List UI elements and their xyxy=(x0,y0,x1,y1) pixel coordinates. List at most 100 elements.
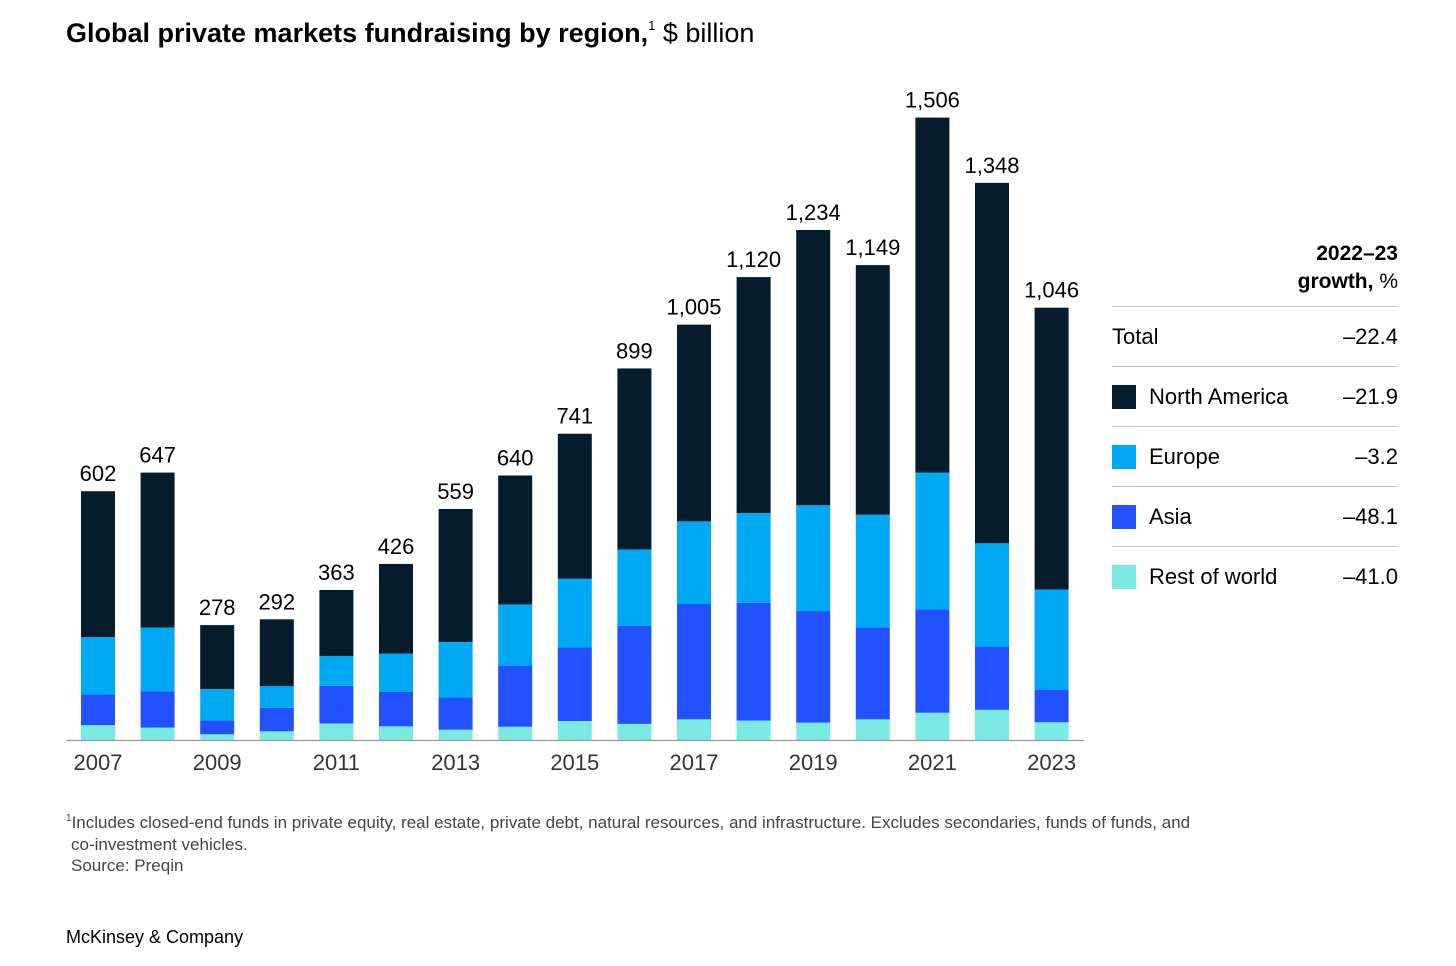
total-label-2007: 602 xyxy=(80,461,117,486)
growth-header-unit: % xyxy=(1373,270,1398,293)
bar-segment-rest-of-world-2010 xyxy=(259,731,294,740)
bar-segment-asia-2007 xyxy=(81,694,115,726)
total-label-2020: 1,149 xyxy=(845,235,900,260)
x-tick-label-2015: 2015 xyxy=(550,750,599,775)
bar-segment-north-america-2015 xyxy=(557,433,592,579)
x-tick-label-2021: 2021 xyxy=(908,750,957,775)
stacked-bar-chart: 602 2007 647 278 2009 292 363 2011 426 559 2013 640… xyxy=(66,88,1084,775)
footnote: 1Includes closed-end funds in private eq… xyxy=(66,808,1190,877)
growth-value-rest-of-world: –41.0 xyxy=(1342,563,1398,589)
bar-segment-europe-2012 xyxy=(379,653,413,692)
bar-segment-north-america-2009 xyxy=(200,625,235,690)
bar-segment-north-america-2007 xyxy=(81,491,115,638)
total-label-2012: 426 xyxy=(378,534,415,559)
bar-segment-asia-2008 xyxy=(140,691,175,728)
chart-title-unit: $ billion xyxy=(655,18,755,48)
total-label-2010: 292 xyxy=(258,589,295,614)
growth-table: 2022–23 growth, % Total –22.4 North Americ… xyxy=(1112,240,1398,606)
x-tick-label-2023: 2023 xyxy=(1027,750,1076,775)
growth-row-rest-of-world: Rest of world –41.0 xyxy=(1112,547,1398,606)
chart-title-main: Global private markets fundraising by re… xyxy=(66,18,649,48)
growth-value-total: –22.4 xyxy=(1342,323,1398,349)
total-label-2009: 278 xyxy=(199,595,236,620)
bar-segment-north-america-2008 xyxy=(140,472,175,628)
bar-segment-europe-2015 xyxy=(557,578,592,648)
growth-value-north-america: –21.9 xyxy=(1342,383,1398,409)
legend-swatch-asia xyxy=(1112,504,1136,529)
total-label-2013: 559 xyxy=(437,479,474,504)
x-tick-label-2009: 2009 xyxy=(193,750,242,775)
total-label-2014: 640 xyxy=(497,445,534,470)
legend-swatch-north-america xyxy=(1112,384,1136,409)
bar-segment-europe-2011 xyxy=(319,656,354,686)
bar-segment-europe-2014 xyxy=(498,604,533,666)
bar-segment-asia-2020 xyxy=(855,627,890,720)
bar-segment-north-america-2020 xyxy=(855,265,890,515)
bar-segment-rest-of-world-2014 xyxy=(498,726,533,740)
growth-header-period: 2022–23 xyxy=(1316,242,1398,265)
bar-segment-asia-2021 xyxy=(915,609,950,713)
title-footnote-marker: 1 xyxy=(648,18,656,33)
bar-segment-asia-2022 xyxy=(975,646,1009,710)
x-tick-label-2011: 2011 xyxy=(313,750,360,775)
growth-label-north-america: North America xyxy=(1149,383,1289,409)
total-label-2022: 1,348 xyxy=(964,153,1019,178)
bar-segment-europe-2019 xyxy=(796,505,831,612)
total-label-2019: 1,234 xyxy=(786,200,841,225)
growth-row-total: Total –22.4 xyxy=(1112,307,1398,367)
bar-segment-asia-2013 xyxy=(438,697,473,730)
bar-segment-asia-2010 xyxy=(259,707,294,732)
growth-label-rest-of-world: Rest of world xyxy=(1149,563,1278,589)
bar-segment-asia-2017 xyxy=(677,604,711,720)
legend-swatch-rest-of-world xyxy=(1112,564,1136,589)
x-tick-label-2007: 2007 xyxy=(74,750,123,775)
total-label-2017: 1,005 xyxy=(666,295,721,320)
bar-segment-rest-of-world-2011 xyxy=(319,723,354,740)
bar-segment-rest-of-world-2021 xyxy=(915,712,950,740)
total-label-2021: 1,506 xyxy=(905,88,960,113)
bar-segment-rest-of-world-2017 xyxy=(677,719,711,740)
growth-row-europe: Europe –3.2 xyxy=(1112,427,1398,487)
total-label-2011: 363 xyxy=(318,560,355,585)
x-tick-label-2013: 2013 xyxy=(431,750,480,775)
x-tick-label-2017: 2017 xyxy=(670,750,719,775)
brand-logo-text: McKinsey & Company xyxy=(66,927,244,947)
bar-segment-europe-2018 xyxy=(736,513,771,603)
total-label-2023: 1,046 xyxy=(1024,278,1079,303)
bar-segment-rest-of-world-2020 xyxy=(855,719,890,740)
growth-label-asia: Asia xyxy=(1149,503,1192,529)
bar-segment-asia-2023 xyxy=(1034,689,1069,723)
bar-segment-europe-2008 xyxy=(140,627,175,692)
total-label-2016: 899 xyxy=(616,338,653,363)
footnote-marker: 1 xyxy=(66,813,72,824)
bar-segment-asia-2011 xyxy=(319,685,354,724)
x-tick-label-2019: 2019 xyxy=(789,750,838,775)
growth-header-label: growth, xyxy=(1297,270,1374,293)
growth-value-asia: –48.1 xyxy=(1342,503,1398,529)
bar-segment-rest-of-world-2009 xyxy=(200,734,235,740)
bar-segment-asia-2014 xyxy=(498,665,533,727)
growth-row-north-america: North America –21.9 xyxy=(1112,367,1398,427)
growth-rows: Total –22.4 North America –21.9 Europe –3.2 As… xyxy=(1112,307,1398,606)
bar-segment-north-america-2021 xyxy=(915,117,950,473)
bar-segment-europe-2023 xyxy=(1034,589,1069,690)
growth-row-asia: Asia –48.1 xyxy=(1112,487,1398,547)
bar-segment-rest-of-world-2018 xyxy=(736,720,771,740)
bar-segment-europe-2022 xyxy=(975,543,1009,647)
bar-segment-rest-of-world-2016 xyxy=(617,723,652,740)
bar-segment-north-america-2023 xyxy=(1034,307,1069,590)
bar-segment-north-america-2014 xyxy=(498,475,533,605)
growth-table-header: 2022–23 growth, % xyxy=(1112,240,1398,307)
bar-segment-europe-2009 xyxy=(200,689,235,721)
bar-segment-rest-of-world-2023 xyxy=(1034,722,1069,740)
bar-segment-rest-of-world-2019 xyxy=(796,722,831,740)
bar-segment-asia-2012 xyxy=(379,691,413,727)
bar-segment-rest-of-world-2015 xyxy=(557,720,592,740)
bar-segment-north-america-2022 xyxy=(975,182,1009,544)
bar-segment-north-america-2011 xyxy=(319,589,354,657)
bar-segment-europe-2021 xyxy=(915,472,950,610)
total-label-2015: 741 xyxy=(556,404,593,429)
bar-segment-north-america-2017 xyxy=(677,324,711,522)
footnote-line-1: Includes closed-end funds in private equ… xyxy=(71,813,1191,832)
bar-segment-rest-of-world-2008 xyxy=(140,727,175,740)
